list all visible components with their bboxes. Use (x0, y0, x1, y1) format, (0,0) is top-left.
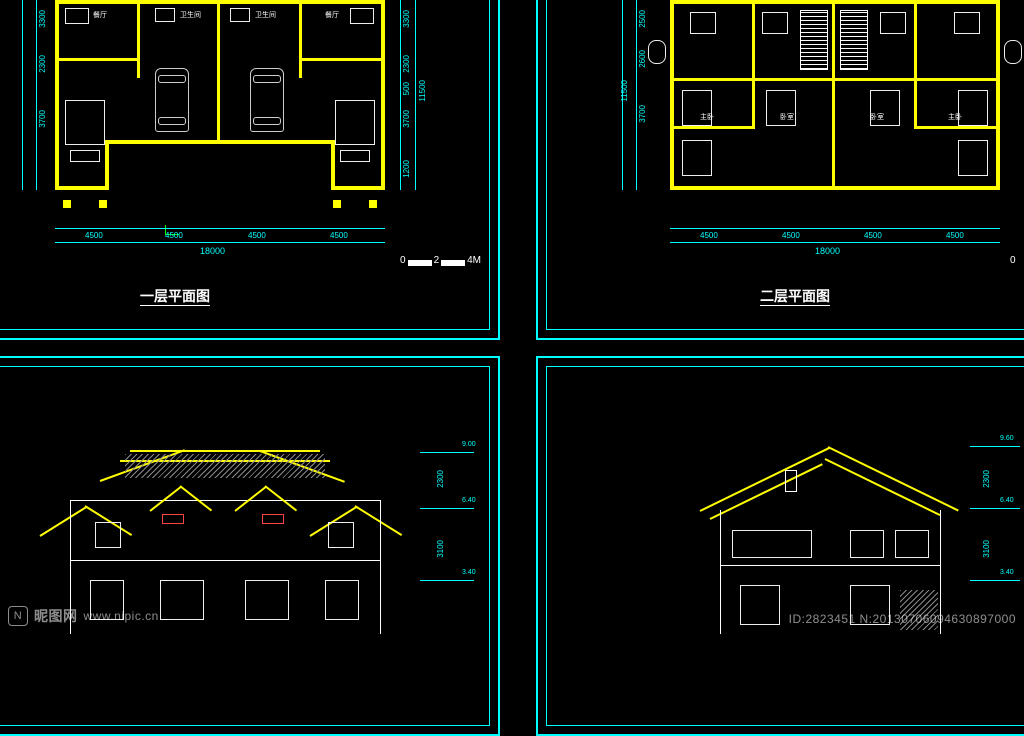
dim-value: 2300 (402, 55, 411, 73)
watermark-site-url: www.nipic.cn (84, 609, 159, 623)
stair-icon (800, 10, 828, 70)
dim-value: 500 (402, 82, 411, 95)
dim-line (22, 0, 23, 190)
scale-label: 0 (400, 255, 406, 266)
stair-icon (840, 10, 868, 70)
watermark-right: ID:2823451 N:20130706094630897000 (789, 612, 1016, 626)
level-label: 3.40 (1000, 569, 1014, 576)
dim-value: 4500 (330, 231, 348, 240)
level-line (420, 508, 474, 509)
car-icon (155, 68, 189, 132)
dim-value: 3700 (402, 110, 411, 128)
watermark-left: N 昵图网 www.nipic.cn (8, 606, 159, 626)
elevation-bl (40, 440, 410, 634)
dim-value: 4500 (864, 231, 882, 240)
dim-value: 11500 (620, 80, 629, 102)
level-label: 3.40 (462, 569, 476, 576)
dim-line (55, 242, 385, 243)
level-label: 9.00 (462, 441, 476, 448)
car-icon (250, 68, 284, 132)
dim-value: 2300 (436, 470, 445, 488)
dim-value: 4500 (946, 231, 964, 240)
elevation-br (700, 440, 960, 634)
dim-value: 4500 (165, 231, 183, 240)
dim-line (670, 242, 1000, 243)
dim-value: 2300 (982, 470, 991, 488)
dim-value: 4500 (85, 231, 103, 240)
dim-value: 3100 (982, 540, 991, 558)
dim-value: 2600 (638, 50, 647, 68)
cad-viewport[interactable]: 餐厅 卫生间 卫生间 餐厅 4500 4500 4500 4500 18000 … (0, 0, 1024, 634)
dim-value: 3700 (638, 105, 647, 123)
plan-tr: 主卧 卧室 卧室 主卧 (670, 0, 1000, 190)
drawing-title-tr: 二层平面图 (760, 286, 830, 306)
dim-value: 3300 (402, 10, 411, 28)
dim-total: 18000 (815, 246, 840, 256)
dim-line (670, 228, 1000, 229)
dim-line (636, 0, 637, 190)
dim-value: 2500 (638, 10, 647, 28)
dim-line (36, 0, 37, 190)
dim-value: 4500 (248, 231, 266, 240)
plan-tl: 餐厅 卫生间 卫生间 餐厅 (55, 0, 385, 190)
dim-value: 1200 (402, 160, 411, 178)
dim-value: 3300 (38, 10, 47, 28)
watermark-site-cn: 昵图网 (34, 606, 78, 626)
scale-label: 4M (467, 255, 481, 266)
level-label: 9.60 (1000, 435, 1014, 442)
level-line (420, 452, 474, 453)
logo-icon: N (8, 606, 28, 626)
level-line (970, 446, 1020, 447)
dim-value: 3100 (436, 540, 445, 558)
dim-line (55, 228, 385, 229)
level-label: 6.40 (462, 497, 476, 504)
scale-label: 2 (434, 255, 440, 266)
dim-line (415, 0, 416, 190)
dim-value: 3700 (38, 110, 47, 128)
scale-bar: 0 2 4M (400, 255, 481, 266)
dim-value: 4500 (782, 231, 800, 240)
drawing-title-tl: 一层平面图 (140, 286, 210, 306)
level-line (970, 508, 1020, 509)
level-line (970, 580, 1020, 581)
dim-line (400, 0, 401, 190)
level-line (420, 580, 474, 581)
dim-total: 18000 (200, 246, 225, 256)
dim-value: 2300 (38, 55, 47, 73)
dim-value: 4500 (700, 231, 718, 240)
level-label: 6.40 (1000, 497, 1014, 504)
scale-label: 0 (1010, 255, 1016, 266)
scale-bar: 0 (1010, 255, 1016, 266)
dim-value: 11500 (418, 80, 427, 102)
